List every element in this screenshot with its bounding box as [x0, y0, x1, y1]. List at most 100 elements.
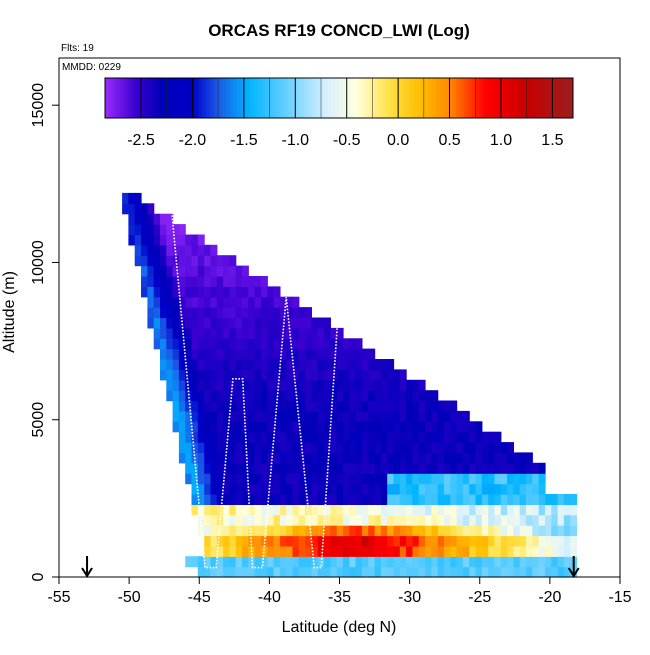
heatmap-cell — [298, 504, 306, 516]
heatmap-cell — [254, 431, 262, 443]
heatmap-cell — [444, 494, 451, 505]
colorbar-swatch — [175, 78, 180, 118]
heatmap-cell — [128, 203, 136, 215]
heatmap-cell — [261, 483, 268, 495]
x-tick-label: -40 — [258, 589, 281, 606]
heatmap-cell — [406, 494, 413, 505]
heatmap-cell — [557, 504, 565, 516]
colorbar-swatch — [237, 78, 242, 118]
heatmap-cell — [305, 535, 312, 547]
heatmap-cell — [380, 462, 388, 474]
heatmap-cell — [412, 400, 420, 412]
heatmap-cell — [178, 286, 186, 298]
heatmap-cell — [349, 504, 357, 516]
heatmap-cell — [481, 431, 489, 443]
heatmap-cell — [500, 494, 508, 505]
heatmap-cell — [444, 545, 451, 557]
heatmap-cell — [532, 494, 540, 505]
heatmap-cell — [178, 400, 186, 412]
heatmap-cell — [223, 379, 230, 391]
heatmap-cell — [197, 390, 205, 402]
heatmap-cell — [279, 296, 287, 308]
colorbar-swatch — [436, 78, 441, 118]
colorbar-swatch — [190, 78, 196, 118]
heatmap-cell — [178, 276, 186, 287]
heatmap-cell — [374, 359, 382, 370]
heatmap-cell — [519, 556, 527, 568]
heatmap-cell — [223, 556, 230, 568]
heatmap-cell — [450, 494, 458, 505]
heatmap-cell — [444, 514, 451, 526]
heatmap-cell — [324, 421, 331, 433]
heatmap-cell — [488, 473, 496, 485]
heatmap-cell — [349, 494, 357, 505]
heatmap-cell — [393, 556, 401, 568]
heatmap-cell — [210, 400, 218, 412]
heatmap-cell — [418, 525, 426, 537]
heatmap-cell — [147, 234, 155, 246]
heatmap-cell — [538, 462, 546, 474]
heatmap-cell — [254, 494, 262, 505]
colorbar-swatch — [257, 78, 262, 118]
heatmap-cell — [380, 421, 388, 433]
heatmap-cell — [374, 556, 382, 568]
heatmap-cell — [279, 442, 287, 454]
heatmap-cell — [557, 566, 565, 578]
colorbar-tick-label: 1.0 — [490, 132, 512, 149]
heatmap-cell — [242, 566, 249, 578]
heatmap-cell — [519, 504, 527, 516]
heatmap-cell — [267, 390, 275, 402]
heatmap-cell — [254, 400, 262, 412]
heatmap-cell — [507, 462, 514, 474]
colorbar-swatch — [495, 78, 500, 118]
heatmap-cell — [305, 317, 312, 329]
heatmap-cell — [267, 494, 275, 505]
heatmap-cell — [248, 483, 256, 495]
heatmap-cell — [305, 494, 312, 505]
heatmap-cell — [349, 359, 357, 370]
heatmap-cell — [368, 462, 376, 474]
heatmap-cell — [273, 296, 281, 308]
heatmap-cell — [526, 483, 533, 495]
heatmap-cell — [406, 442, 413, 454]
heatmap-cell — [418, 545, 426, 557]
heatmap-cell — [343, 525, 350, 537]
heatmap-cell — [254, 566, 262, 578]
heatmap-cell — [393, 369, 401, 381]
heatmap-cell — [254, 452, 262, 464]
heatmap-cell — [450, 442, 458, 454]
heatmap-cell — [330, 494, 338, 505]
heatmap-cell — [210, 255, 218, 267]
heatmap-cell — [292, 327, 300, 339]
heatmap-cell — [425, 442, 432, 454]
heatmap-cell — [279, 514, 287, 526]
heatmap-cell — [380, 431, 388, 443]
heatmap-cell — [349, 545, 357, 557]
heatmap-cell — [248, 390, 256, 402]
heatmap-cell — [235, 525, 243, 537]
heatmap-cell — [311, 545, 319, 557]
heatmap-cell — [204, 483, 212, 495]
heatmap-cell — [374, 525, 382, 537]
heatmap-cell — [330, 369, 338, 381]
heatmap-cell — [317, 545, 325, 557]
heatmap-cell — [242, 525, 249, 537]
heatmap-cell — [336, 442, 344, 454]
heatmap-cell — [178, 431, 186, 443]
heatmap-cell — [204, 400, 212, 412]
heatmap-cell — [399, 483, 407, 495]
heatmap-cell — [210, 379, 218, 391]
heatmap-cell — [456, 473, 464, 485]
heatmap-cell — [374, 410, 382, 422]
heatmap-cell — [437, 483, 445, 495]
heatmap-cell — [317, 410, 325, 422]
heatmap-cell — [570, 535, 578, 547]
heatmap-cell — [223, 431, 230, 443]
heatmap-cell — [368, 556, 376, 568]
heatmap-cell — [570, 514, 578, 526]
heatmap-cell — [500, 452, 508, 464]
heatmap-cell — [475, 483, 483, 495]
heatmap-cell — [216, 410, 224, 422]
heatmap-cell — [242, 338, 249, 350]
heatmap-cell — [286, 535, 294, 547]
